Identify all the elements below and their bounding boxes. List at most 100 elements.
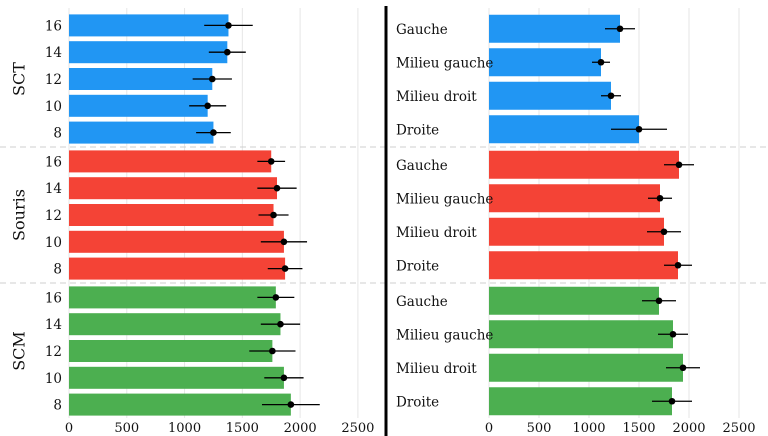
bar <box>69 366 284 389</box>
x-tick-label: 2500 <box>341 421 374 436</box>
mean-point <box>660 228 668 236</box>
mean-point <box>280 374 288 382</box>
x-tick-label: 1500 <box>622 421 655 436</box>
bar <box>489 251 678 280</box>
category-label: Gauche <box>396 294 448 310</box>
category-label: 16 <box>45 154 62 170</box>
bar <box>69 94 208 117</box>
bar <box>69 286 276 309</box>
category-label: 12 <box>45 208 62 224</box>
category-label: Milieu droit <box>396 225 477 241</box>
bar <box>489 81 611 110</box>
bar <box>69 313 281 336</box>
category-label: 8 <box>53 262 62 278</box>
group-label: SCT <box>10 62 29 96</box>
mean-point <box>270 211 277 219</box>
bar <box>69 14 229 37</box>
mean-point <box>210 129 217 136</box>
x-tick-label: 0 <box>485 421 493 436</box>
category-label: Gauche <box>396 22 448 38</box>
category-label: Droite <box>396 122 439 138</box>
category-label: 14 <box>45 181 62 197</box>
x-tick-label: 500 <box>114 421 139 436</box>
bar <box>489 353 683 382</box>
category-label: 10 <box>45 235 62 251</box>
mean-point <box>267 158 275 165</box>
mean-point <box>272 294 280 301</box>
category-label: 14 <box>45 45 62 61</box>
category-label: 16 <box>45 290 62 306</box>
category-label: Gauche <box>396 158 448 174</box>
category-label: 10 <box>45 371 62 387</box>
bar <box>69 204 274 226</box>
x-tick-label: 1000 <box>572 421 605 436</box>
mean-point <box>280 238 288 246</box>
category-label: Droite <box>396 258 439 274</box>
mean-point <box>668 397 676 405</box>
category-label: 8 <box>53 126 62 142</box>
group-separators <box>0 146 768 284</box>
group-label: Souris <box>10 189 29 241</box>
mean-point <box>273 184 281 192</box>
x-tick-label: 2000 <box>284 421 317 436</box>
bar <box>69 340 273 362</box>
x-tick-label: 2000 <box>672 421 705 436</box>
category-label: Milieu droit <box>396 361 477 377</box>
bar <box>69 177 277 200</box>
category-label: Milieu gauche <box>396 191 493 207</box>
mean-point <box>656 194 664 202</box>
bar <box>489 286 659 315</box>
bars <box>69 14 683 416</box>
labels: 0 500 1000 1500 2000 2500 16 14 12 10 8 SCT 16 14 12 10… <box>10 18 756 436</box>
x-tick-label: 500 <box>527 421 552 436</box>
bar <box>69 68 213 90</box>
bar <box>69 257 286 280</box>
mean-point <box>224 48 231 56</box>
mean-point <box>597 58 605 66</box>
mean-point <box>269 347 276 355</box>
category-label: Milieu gauche <box>396 327 493 343</box>
mean-point <box>287 401 295 408</box>
category-label: Droite <box>396 394 439 410</box>
x-tick-label: 0 <box>65 421 73 436</box>
x-tick-label: 2500 <box>722 421 755 436</box>
mean-point <box>204 102 211 110</box>
mean-point <box>616 25 624 33</box>
bar <box>489 387 672 416</box>
mean-point <box>607 92 615 100</box>
category-label: 14 <box>45 317 62 333</box>
bar <box>69 230 284 253</box>
bar <box>489 184 660 213</box>
bar <box>489 150 679 179</box>
mean-point <box>675 161 683 169</box>
bar <box>489 217 664 246</box>
mean-point <box>635 125 643 133</box>
category-label: 12 <box>45 344 62 360</box>
error-bars <box>189 22 700 408</box>
mean-point <box>208 75 216 83</box>
bar <box>69 41 228 64</box>
bar <box>69 393 291 416</box>
category-label: Milieu droit <box>396 89 477 105</box>
mean-point <box>669 330 677 338</box>
category-label: 12 <box>45 72 62 88</box>
x-tick-label: 1500 <box>226 421 259 436</box>
bar <box>489 48 601 77</box>
category-label: 8 <box>53 398 62 414</box>
x-tick-label: 1000 <box>168 421 201 436</box>
bar <box>489 320 673 349</box>
group-label: SCM <box>10 331 29 371</box>
category-label: Milieu gauche <box>396 55 493 71</box>
mean-point <box>277 320 284 328</box>
bar <box>489 14 620 43</box>
bar <box>69 121 214 144</box>
category-label: 16 <box>45 18 62 34</box>
category-label: 10 <box>45 99 62 115</box>
mean-point <box>225 22 232 29</box>
mean-point <box>679 364 687 372</box>
mean-point <box>281 265 289 272</box>
bar <box>69 150 272 173</box>
mean-point <box>655 297 663 305</box>
mean-point <box>674 261 682 269</box>
